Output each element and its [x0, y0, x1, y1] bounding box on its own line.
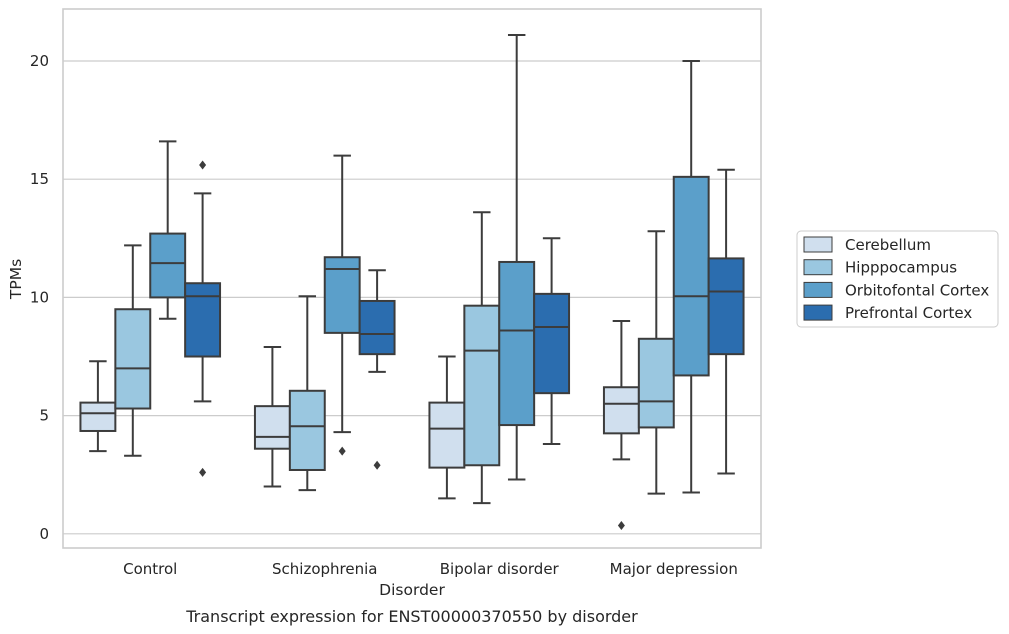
box: [253, 405, 291, 450]
legend-frame: [796, 230, 999, 328]
x-tick-label: Control: [123, 560, 177, 578]
box: [149, 232, 187, 299]
outlier-point: [199, 467, 207, 477]
outlier-point: [199, 160, 207, 170]
outlier-point: [373, 460, 381, 470]
y-tick-label: 0: [39, 525, 49, 543]
box-group: [114, 244, 152, 457]
box-group: [149, 140, 187, 320]
box: [707, 257, 745, 356]
y-tick-label: 10: [30, 288, 49, 306]
box: [533, 292, 571, 395]
legend-label: Hipppocampus: [845, 259, 957, 277]
box-group: [637, 230, 675, 495]
box: [358, 299, 396, 356]
box: [498, 260, 536, 427]
y-tick-label: 20: [30, 52, 49, 70]
box-group: [288, 295, 326, 492]
y-tick-labels: 0 5 10 15 20: [30, 52, 49, 543]
x-tick-label: Schizophrenia: [272, 560, 377, 578]
legend-swatch: [803, 304, 833, 321]
box: [463, 304, 501, 467]
box-group: [533, 237, 571, 445]
plot-frame: [62, 8, 762, 549]
legend: Cerebellum Hipppocampus Orbitofontal Corte…: [796, 230, 999, 328]
box-group: [253, 346, 291, 488]
box: [114, 308, 152, 410]
x-tick-labels: Control Schizophrenia Bipolar disorder Majo…: [123, 560, 738, 578]
box: [428, 401, 466, 469]
box-group: [672, 60, 710, 494]
legend-swatch: [803, 236, 833, 253]
legend-swatch: [803, 281, 833, 298]
x-tick-label: Bipolar disorder: [440, 560, 560, 578]
box-group: [184, 160, 222, 477]
box-group: [79, 360, 117, 453]
box-group: [463, 211, 501, 505]
legend-label: Cerebellum: [845, 236, 931, 254]
box: [672, 175, 710, 377]
box-group: [358, 269, 396, 470]
outlier-point: [617, 521, 625, 531]
box-series: [79, 34, 745, 531]
x-axis-label: Disorder: [379, 581, 445, 599]
box: [288, 389, 326, 471]
box-group: [602, 320, 640, 531]
chart-caption: Transcript expression for ENST0000037055…: [185, 607, 638, 626]
x-tick-label: Major depression: [610, 560, 738, 578]
box: [637, 337, 675, 429]
y-axis-label: TPMs: [7, 259, 25, 300]
box: [184, 282, 222, 358]
box-group: [707, 168, 745, 475]
legend-label: Orbitofontal Cortex: [845, 281, 989, 299]
y-tick-label: 15: [30, 170, 49, 188]
y-tick-label: 5: [39, 407, 49, 425]
box-group: [428, 355, 466, 500]
outlier-point: [338, 446, 346, 456]
box-group: [323, 154, 361, 456]
box: [602, 386, 640, 435]
legend-swatch: [803, 259, 833, 276]
legend-label: Prefrontal Cortex: [845, 304, 972, 322]
box: [79, 401, 117, 432]
box-group: [498, 34, 536, 481]
